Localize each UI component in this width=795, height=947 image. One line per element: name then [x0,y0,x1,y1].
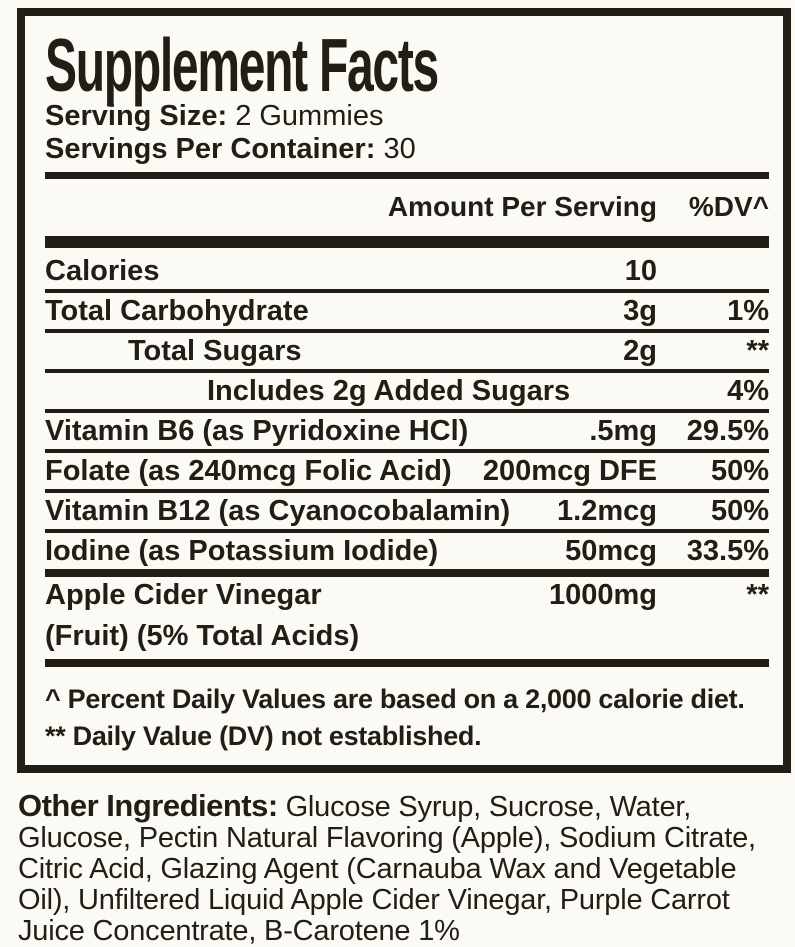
row-amount: 50mcg [565,535,657,567]
row-dv: 50% [710,495,769,527]
panel-title-wrap: Supplement Facts [45,23,769,107]
row-amount: 1.2mcg [557,495,657,527]
row-dv: ** [746,579,769,611]
table-row-folate: Folate (as 240mcg Folic Acid) 200mcg DFE… [45,453,769,493]
divider-heavy [45,236,769,248]
row-dv: 4% [727,375,769,407]
panel-title: Supplement Facts [45,23,439,107]
amount-per-serving-header: Amount Per Serving [387,191,657,222]
row-dv: 50% [710,455,769,487]
footnotes: ^ Percent Daily Values are based on a 2,… [45,667,769,755]
supplement-facts-panel: Supplement Facts Serving Size: 2 Gummies… [17,8,791,773]
supplement-label: { "colors": { "ink": "#211e16", "backgro… [0,8,795,947]
row-name-line2: (Fruit) (5% Total Acids) [45,620,360,652]
row-name: Calories [45,255,160,287]
dv-header: %DV^ [688,191,769,222]
other-ingredients-label: Other Ingredients: [18,788,278,823]
row-name: Includes 2g Added Sugars [207,375,571,407]
row-amount: 1000mg [548,579,657,611]
row-name: Total Carbohydrate [45,295,309,327]
table-row-total-carbohydrate: Total Carbohydrate 3g 1% [45,293,769,333]
servings-per-container-label: Servings Per Container: [45,133,376,165]
row-name: Vitamin B12 (as Cyanocobalamin) [45,495,511,527]
serving-size-label: Serving Size: [45,100,228,132]
row-dv: 1% [727,295,769,327]
row-name: Folate (as 240mcg Folic Acid) [45,455,452,487]
servings-per-container-value: 30 [383,133,416,165]
row-dv: 33.5% [686,535,769,567]
row-amount: 3g [623,295,657,327]
row-dv: ** [746,335,769,367]
row-amount: .5mg [589,415,657,447]
table-row-vitamin-b12: Vitamin B12 (as Cyanocobalamin) 1.2mcg 5… [45,493,769,533]
table-row-apple-cider-vinegar: Apple Cider Vinegar (Fruit) (5% Total Ac… [45,577,769,667]
row-amount: 2g [623,335,657,367]
table-row-added-sugars: Includes 2g Added Sugars 4% [45,373,769,413]
footnote-dv-not-established: ** Daily Value (DV) not established. [45,721,482,751]
serving-size-value: 2 Gummies [235,100,384,132]
servings-per-container-line: Servings Per Container: 30 [45,133,769,166]
table-row-calories: Calories 10 [45,248,769,293]
other-ingredients-paragraph: Other Ingredients: Glucose Syrup, Sucros… [18,790,781,947]
row-name: Total Sugars [128,335,302,367]
row-amount: 10 [624,255,657,287]
row-dv: 29.5% [686,415,769,447]
other-ingredients-text: Glucose Syrup, Sucrose, Water, Glucose, … [18,791,756,947]
footnote-daily-values: ^ Percent Daily Values are based on a 2,… [45,684,745,714]
row-name: Iodine (as Potassium Iodide) [45,535,439,567]
row-name: Vitamin B6 (as Pyridoxine HCl) [45,415,469,447]
row-name: Apple Cider Vinegar [45,579,322,611]
table-row-total-sugars: Total Sugars 2g ** [45,333,769,373]
row-amount: 200mcg DFE [482,455,657,487]
table-row-iodine: Iodine (as Potassium Iodide) 50mcg 33.5% [45,533,769,577]
serving-size-line: Serving Size: 2 Gummies [45,100,769,133]
divider-medium [45,172,769,179]
column-header-row: Amount Per Serving %DV^ [45,179,769,236]
row-name-block: Apple Cider Vinegar (Fruit) (5% Total Ac… [45,580,359,652]
table-row-vitamin-b6: Vitamin B6 (as Pyridoxine HCl) .5mg 29.5… [45,413,769,453]
